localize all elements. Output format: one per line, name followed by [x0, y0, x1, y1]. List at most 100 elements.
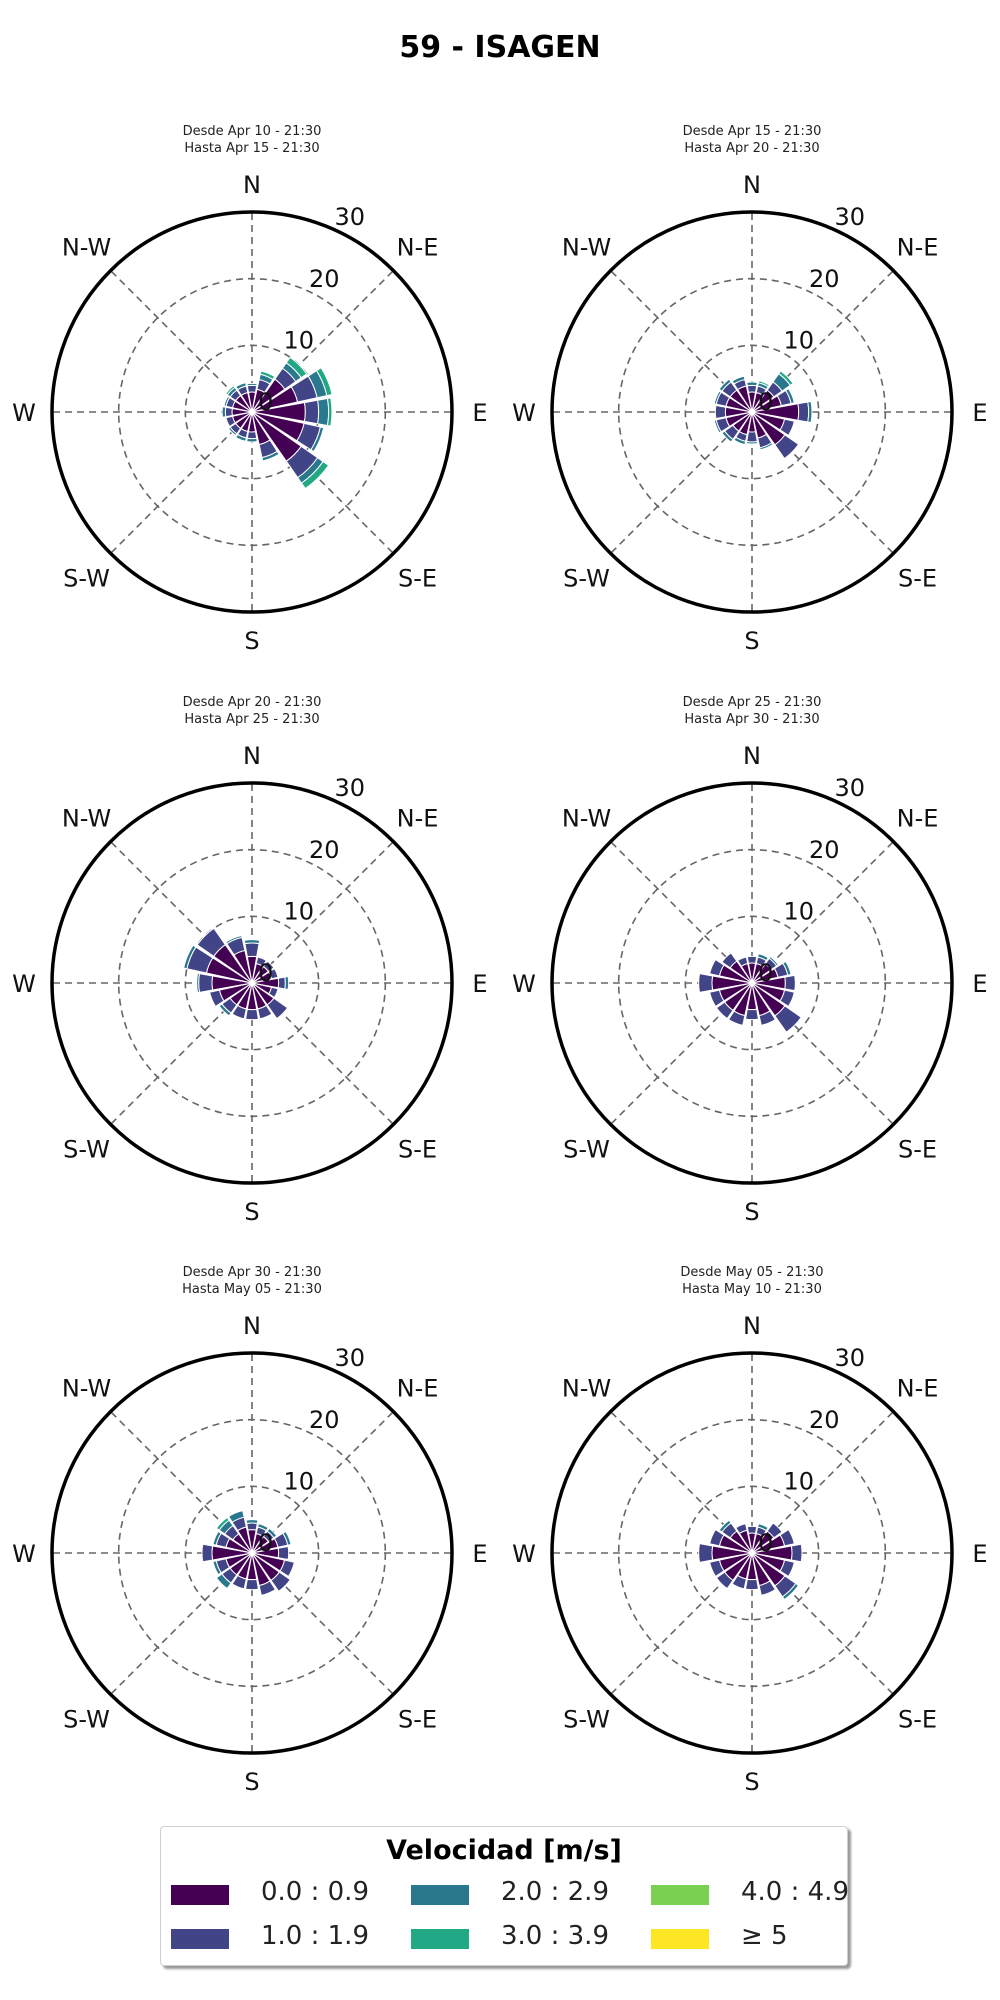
- panel-0-direction-label-n: N: [243, 171, 261, 199]
- panel-3-bar-dir-6-bin-1: [774, 1005, 802, 1033]
- panel-1-direction-label-s-w: S-W: [563, 565, 610, 593]
- panel-2-direction-label-s-e: S-E: [398, 1136, 437, 1164]
- panel-4-direction-label-n-w: N-W: [62, 1375, 111, 1403]
- panel-2-bar-dir-8-bin-1: [244, 1008, 260, 1021]
- panel-1-bar-dir-10-bin-2: [721, 430, 734, 443]
- panel-0-spoke: [110, 270, 253, 413]
- legend-swatch-bin-5: [651, 1929, 709, 1949]
- panel-0-bar-dir-4-bin-1: [303, 399, 320, 425]
- panel-1-direction-label-w: W: [512, 399, 536, 427]
- panel-0-bar-dir-8-bin-1: [246, 431, 258, 440]
- panel-1-bar-dir-1-bin-3: [757, 380, 770, 388]
- panel-0-bar-dir-12-bin-2: [221, 406, 227, 418]
- panel-5-subtitle-line1: Desde May 05 - 21:30: [680, 1265, 823, 1280]
- panel-5-bar-dir-15-bin-1: [735, 1523, 748, 1535]
- legend-label-bin-1: 1.0 : 1.9: [261, 1921, 369, 1951]
- windrose-panel-3: Desde Apr 25 - 21:30 Hasta Apr 30 - 21:30…: [512, 695, 987, 1226]
- panel-1-spoke: [751, 270, 894, 413]
- panel-3-direction-label-s-w: S-W: [563, 1136, 610, 1164]
- windrose-panel-2: Desde Apr 20 - 21:30 Hasta Apr 25 - 21:30…: [12, 695, 487, 1226]
- panel-5-bar-dir-3-bin-1: [779, 1528, 795, 1547]
- panel-1-bar-dir-12-bin-1: [714, 404, 727, 420]
- panel-1-ring-20: [617, 277, 887, 547]
- panel-0-radial-label-20: 20: [309, 265, 340, 293]
- panel-5-direction-label-s-e: S-E: [898, 1706, 937, 1734]
- panel-3-bar-dir-14-bin-1: [721, 952, 738, 969]
- panel-3-bar-dir-13-bin-1: [709, 958, 725, 977]
- panel-1-bar-dir-4-bin-2: [807, 400, 813, 424]
- panel-4-direction-label-e: E: [472, 1540, 487, 1568]
- panel-5-bar-dir-8-bin-1: [744, 1578, 760, 1591]
- panel-1-spoke: [610, 270, 753, 413]
- panel-0-bar-dir-0-bin-1: [246, 384, 258, 393]
- panel-2-bar-dir-9-bin-1: [231, 1004, 247, 1020]
- panel-2-bar-dir-6-bin-1: [266, 997, 289, 1020]
- panel-5-bar-dir-7-bin-1: [758, 1580, 777, 1596]
- legend-label-bin-0: 0.0 : 0.9: [261, 1877, 369, 1907]
- panel-2-bar-dir-4-bin-2: [284, 975, 290, 991]
- panel-0-bar-dir-15-bin-2: [235, 382, 247, 391]
- panel-3-radial-label-0: 0: [758, 959, 773, 987]
- panel-3-direction-label-n-w: N-W: [562, 805, 611, 833]
- panel-2-subtitle-line1: Desde Apr 20 - 21:30: [183, 695, 322, 710]
- panel-5-bar-dir-14-bin-2: [718, 1519, 732, 1533]
- panel-4-bar-dir-15-bin-2: [227, 1510, 245, 1523]
- panel-0-spoke: [110, 411, 253, 554]
- panel-3-radial-label-30: 30: [835, 774, 866, 802]
- panel-5-subtitle-line2: Hasta May 10 - 21:30: [682, 1282, 822, 1297]
- panel-0-direction-label-s-e: S-E: [398, 565, 437, 593]
- panel-4-spoke: [110, 1552, 253, 1695]
- panel-0-direction-label-n-e: N-E: [397, 234, 439, 262]
- windrose-panel-4: Desde Apr 30 - 21:30 Hasta May 05 - 21:30…: [12, 1265, 487, 1796]
- panel-3-bar-dir-1-bin-2: [757, 953, 769, 962]
- panel-4-bar-dir-4-bin-1: [277, 1545, 290, 1561]
- panel-5-ring-20: [617, 1418, 887, 1688]
- panel-3-bar-dir-5-bin-1: [779, 989, 795, 1008]
- panel-2-direction-label-n-w: N-W: [62, 805, 111, 833]
- panel-5-direction-label-w: W: [512, 1540, 536, 1568]
- panel-1-bar-dir-7-bin-2: [759, 442, 774, 451]
- panel-1-bar-dir-8-bin-2: [745, 440, 759, 445]
- panel-5-bar-dir-5-bin-1: [779, 1559, 795, 1578]
- panel-4-direction-label-n: N: [243, 1312, 261, 1340]
- panel-3-bar-dir-2-bin-2: [768, 956, 779, 967]
- panel-1-radial-label-30: 30: [835, 203, 866, 231]
- panel-4-spoke: [110, 1411, 253, 1554]
- panel-1-spoke: [610, 411, 753, 554]
- panel-5-ring-10: [684, 1485, 820, 1621]
- legend-swatch-bin-2: [411, 1885, 469, 1905]
- panel-1-bar-dir-11-bin-2: [713, 419, 722, 434]
- legend-swatch-bin-1: [171, 1929, 229, 1949]
- panel-3-bar-dir-12-bin-1: [698, 973, 714, 993]
- panel-0-direction-label-e: E: [472, 399, 487, 427]
- legend-swatch-bin-4: [651, 1885, 709, 1905]
- panel-0-bar-dir-9-bin-2: [235, 433, 247, 442]
- panel-3-ring-10: [684, 915, 820, 1051]
- panel-5-radial-label-10: 10: [784, 1467, 815, 1495]
- panel-2-bar-dir-5-bin-1: [268, 986, 279, 999]
- panel-0-direction-label-s: S: [244, 627, 259, 655]
- panel-5-bar-dir-13-bin-1: [709, 1528, 725, 1547]
- panel-1-ring-10: [684, 344, 820, 480]
- panel-2-bar-dir-0-bin-1: [244, 942, 260, 958]
- panel-0-bar-dir-6-bin-3: [300, 460, 330, 490]
- panel-2-direction-label-e: E: [472, 970, 487, 998]
- panel-1-direction-label-s-e: S-E: [898, 565, 937, 593]
- panel-2-direction-label-n-e: N-E: [397, 805, 439, 833]
- legend-label-bin-2: 2.0 : 2.9: [501, 1877, 609, 1907]
- panel-3-bar-dir-3-bin-2: [782, 960, 792, 976]
- panel-3-bar-dir-15-bin-1: [736, 956, 749, 967]
- panel-5-bar-dir-2-bin-1: [766, 1522, 783, 1539]
- panel-4-ring-20: [117, 1418, 387, 1688]
- panel-0-spoke: [251, 270, 394, 413]
- panel-4-bar-dir-9-bin-1: [231, 1574, 247, 1590]
- panel-0-bar-dir-4-bin-3: [326, 397, 333, 427]
- panel-2-direction-label-s-w: S-W: [63, 1136, 110, 1164]
- panel-1-direction-label-s: S: [744, 627, 759, 655]
- panel-0-bar-dir-8-bin-2: [246, 437, 258, 443]
- panel-2-ring-20: [117, 848, 387, 1118]
- panel-4-bar-dir-12-bin-1: [201, 1543, 214, 1563]
- panel-2-radial-label-10: 10: [284, 897, 315, 925]
- panel-4-radial-label-20: 20: [309, 1406, 340, 1434]
- legend-swatch-bin-0: [171, 1885, 229, 1905]
